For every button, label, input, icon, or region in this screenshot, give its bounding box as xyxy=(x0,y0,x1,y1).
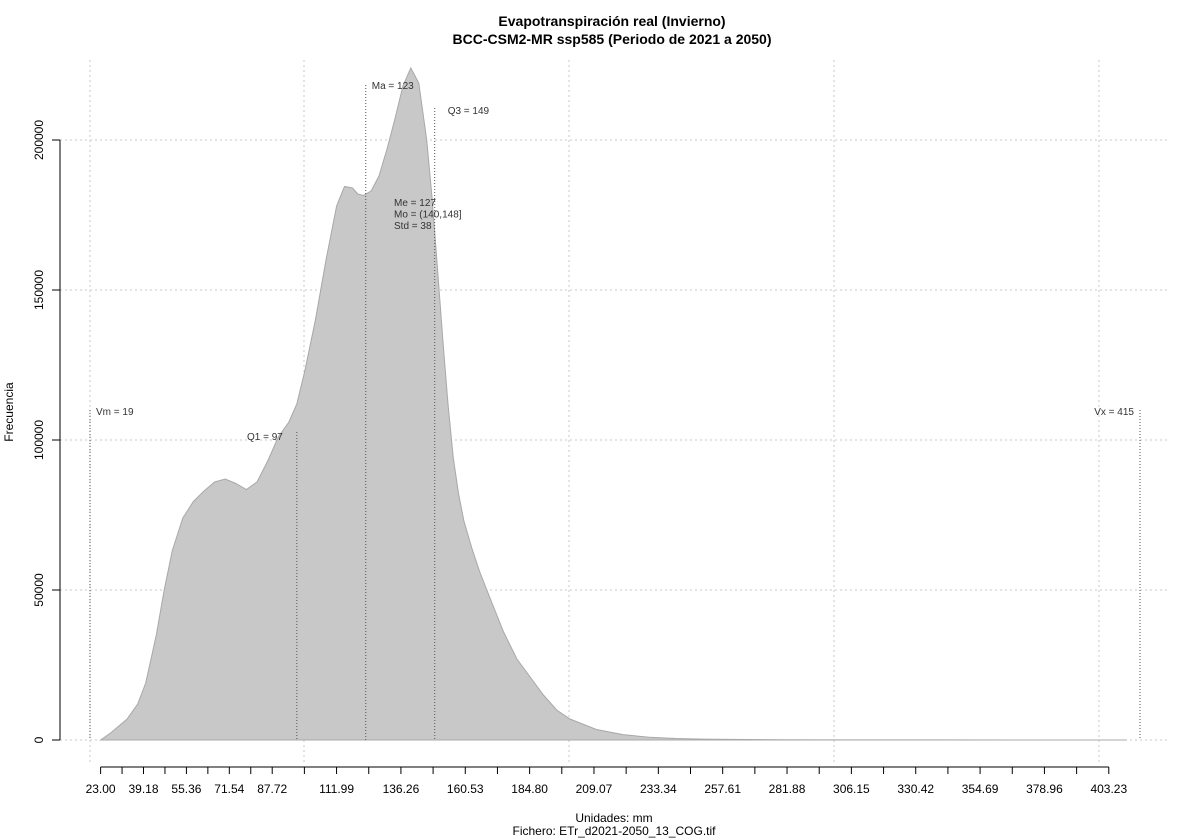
x-tick-label: 39.18 xyxy=(128,782,158,796)
file-name-label: Fichero: ETr_d2021-2050_13_COG.tif xyxy=(513,824,717,838)
x-tick-label: 354.69 xyxy=(962,782,999,796)
x-tick-label: 160.53 xyxy=(447,782,484,796)
chart-title: Evapotranspiración real (Invierno) xyxy=(498,13,725,29)
x-tick-label: 136.26 xyxy=(383,782,420,796)
x-tick-label: 111.99 xyxy=(319,782,354,796)
y-tick-label: 100000 xyxy=(32,420,46,460)
x-tick-label: 257.61 xyxy=(704,782,741,796)
y-axis-label: Frecuencia xyxy=(2,382,16,442)
x-tick-label: 281.88 xyxy=(769,782,806,796)
vx-marker-label: Vx = 415 xyxy=(1094,407,1134,418)
stat-label: Std = 38 xyxy=(394,221,432,232)
x-tick-label: 306.15 xyxy=(833,782,870,796)
q1-marker-label: Q1 = 97 xyxy=(247,432,283,443)
chart-subtitle: BCC-CSM2-MR ssp585 (Periodo de 2021 a 20… xyxy=(453,31,772,47)
x-axis-label: Unidades: mm xyxy=(575,811,652,825)
x-tick-label: 23.00 xyxy=(86,782,116,796)
x-tick-label: 403.23 xyxy=(1090,782,1127,796)
x-axis: 23.00 39.18 55.36 71.54 87.72 111.99 136.26 160… xyxy=(86,766,1127,796)
y-tick-label: 150000 xyxy=(32,270,46,310)
y-tick-label: 0 xyxy=(32,736,46,743)
stat-label: Me = 127 xyxy=(394,198,436,209)
q3-marker-label: Q3 = 149 xyxy=(448,106,490,117)
x-tick-label: 378.96 xyxy=(1026,782,1063,796)
y-axis: 0 50000 100000 150000 200000 xyxy=(32,120,61,743)
y-tick-label: 50000 xyxy=(32,573,46,607)
y-tick-label: 200000 xyxy=(32,120,46,160)
x-tick-label: 71.54 xyxy=(214,782,244,796)
x-tick-label: 184.80 xyxy=(511,782,548,796)
x-tick-label: 330.42 xyxy=(897,782,934,796)
x-tick-label: 87.72 xyxy=(257,782,287,796)
vm-marker-label: Vm = 19 xyxy=(96,407,134,418)
stat-label: Mo = (140,148] xyxy=(394,210,462,221)
x-tick-label: 55.36 xyxy=(171,782,201,796)
density-area xyxy=(99,66,1127,741)
stat-markers: Vm = 19 Q1 = 97 Ma = 123 Q3 = 149 Vx = 415 Me… xyxy=(89,81,1141,740)
ma-marker-label: Ma = 123 xyxy=(372,81,414,92)
x-tick-label: 233.34 xyxy=(640,782,677,796)
x-tick-label: 209.07 xyxy=(576,782,613,796)
